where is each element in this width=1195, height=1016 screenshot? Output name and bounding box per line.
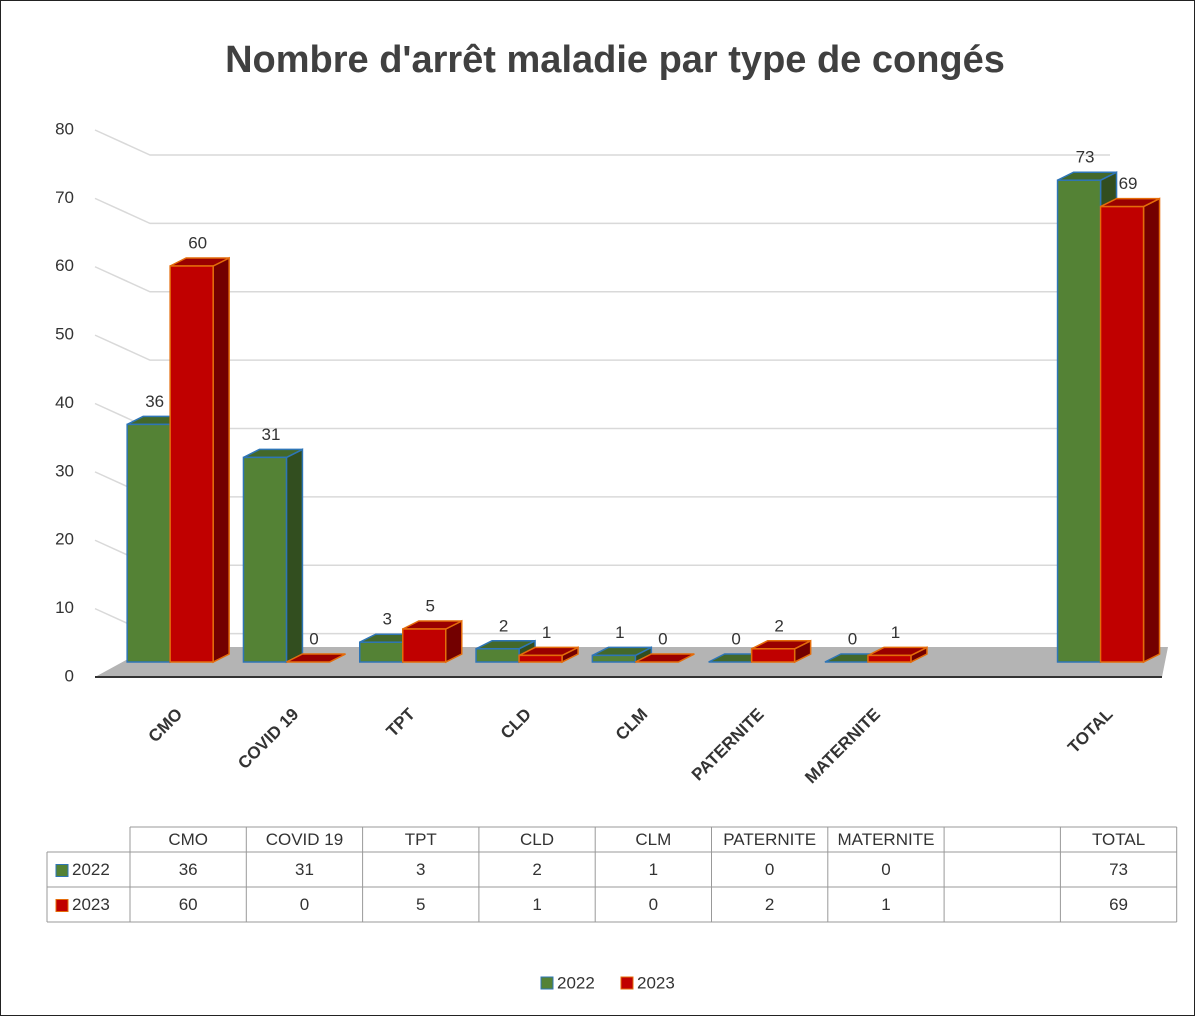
table-cell: 1: [532, 895, 541, 914]
table-cell: 1: [881, 895, 890, 914]
value-label: 1: [542, 623, 551, 642]
y-tick-label: 50: [55, 325, 74, 344]
table-header: CLM: [635, 830, 671, 849]
legend-label: 2022: [557, 973, 595, 992]
y-tick-label: 30: [55, 461, 74, 480]
table-cell: 2: [765, 895, 774, 914]
bar: [242, 456, 288, 663]
value-label: 36: [145, 392, 164, 411]
value-label: 0: [658, 629, 667, 648]
grid-line: [94, 334, 1110, 361]
value-label: 0: [309, 629, 318, 648]
grid-line: [94, 266, 1110, 293]
value-label: 60: [188, 233, 207, 252]
table-cell: 0: [649, 895, 658, 914]
value-label: 1: [615, 623, 624, 642]
value-label: 73: [1076, 148, 1095, 167]
chart-title: Nombre d'arrêt maladie par type de congé…: [225, 39, 1005, 81]
table-header: MATERNITE: [837, 830, 934, 849]
bar: [867, 654, 912, 663]
bar-side: [212, 256, 230, 664]
bar: [475, 648, 520, 663]
grid-line: [94, 129, 1110, 156]
table-header: CLD: [520, 830, 554, 849]
bar-top: [286, 653, 346, 663]
value-label: 1: [891, 623, 900, 642]
y-tick-label: 80: [55, 119, 74, 138]
bar: [359, 641, 404, 663]
table-header: COVID 19: [266, 830, 343, 849]
table-cell: 3: [416, 860, 425, 879]
legend-swatch: [620, 976, 634, 990]
table-cell: 69: [1109, 895, 1128, 914]
y-tick-label: 70: [55, 188, 74, 207]
y-tick-label: 60: [55, 256, 74, 275]
value-label: 0: [731, 629, 740, 648]
table-header: TOTAL: [1092, 830, 1145, 849]
table-series-name: 2023: [72, 895, 110, 914]
value-label: 0: [848, 629, 857, 648]
value-label: 69: [1119, 174, 1138, 193]
bar-top: [635, 653, 695, 663]
table-cell: 5: [416, 895, 425, 914]
value-label: 3: [383, 610, 392, 629]
y-tick-label: 40: [55, 393, 74, 412]
y-tick-label: 20: [55, 530, 74, 549]
table-swatch: [55, 899, 69, 912]
table-cell: 2: [532, 860, 541, 879]
bar: [591, 654, 637, 663]
grid-line: [94, 197, 1110, 225]
value-label: 5: [426, 596, 435, 615]
bar: [169, 265, 214, 663]
table-cell: 73: [1109, 860, 1128, 879]
table-cell: 0: [300, 895, 309, 914]
table-header: PATERNITE: [723, 830, 816, 849]
table-header: TPT: [405, 830, 437, 849]
bar: [518, 654, 563, 663]
bar-side: [285, 448, 304, 664]
bar: [1056, 179, 1102, 663]
table-cell: 31: [295, 860, 314, 879]
bar: [402, 628, 447, 663]
table-swatch: [55, 864, 69, 877]
table-cell: 0: [765, 860, 774, 879]
legend-label: 2023: [637, 973, 675, 992]
y-tick-label: 10: [55, 598, 74, 617]
table-series-name: 2022: [72, 860, 110, 879]
table-cell: 60: [179, 895, 198, 914]
table-cell: 1: [649, 860, 658, 879]
value-label: 31: [261, 425, 280, 444]
value-label: 2: [774, 616, 783, 635]
table-cell: 36: [179, 860, 198, 879]
table-cell: 0: [881, 860, 890, 879]
y-tick-label: 0: [65, 666, 74, 685]
legend-swatch: [540, 976, 554, 990]
bar: [126, 423, 171, 663]
table-header: CMO: [168, 830, 208, 849]
bar: [1099, 205, 1145, 663]
value-label: 2: [499, 616, 508, 635]
bar-side: [1142, 197, 1161, 664]
bar: [750, 648, 796, 663]
